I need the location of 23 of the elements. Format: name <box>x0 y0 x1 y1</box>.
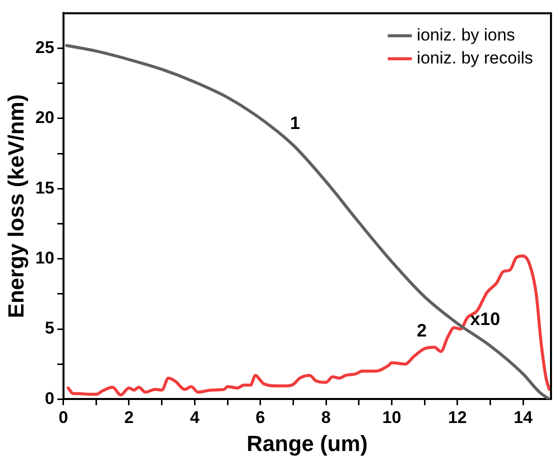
x-tick-label: 12 <box>448 408 467 428</box>
x-tick-label: 6 <box>256 408 266 428</box>
y-axis-title: Energy loss (keV/nm) <box>3 94 28 318</box>
y-tick-label: 5 <box>44 318 54 338</box>
y-tick-label: 25 <box>35 38 54 57</box>
y-tick-label: 15 <box>35 178 54 198</box>
annotation: 2 <box>416 320 427 341</box>
x-tick-label: 8 <box>321 408 331 428</box>
x-tick-label: 14 <box>514 408 534 428</box>
annotation: 1 <box>290 112 300 133</box>
x-tick-label: 4 <box>190 408 200 428</box>
x-tick-label: 2 <box>124 408 134 428</box>
y-tick-label: 20 <box>35 108 54 128</box>
x-tick-label: 10 <box>382 408 402 428</box>
legend-label: ioniz. by ions <box>416 25 516 44</box>
legend-label: ioniz. by recoils <box>416 48 534 68</box>
x-axis-title: Range (um) <box>246 430 368 456</box>
annotation: x10 <box>470 309 500 330</box>
x-tick-label: 0 <box>58 408 68 428</box>
y-tick-label: 0 <box>44 388 54 408</box>
line-series <box>66 254 551 396</box>
y-tick-label: 10 <box>35 248 54 268</box>
line-series <box>65 44 551 400</box>
